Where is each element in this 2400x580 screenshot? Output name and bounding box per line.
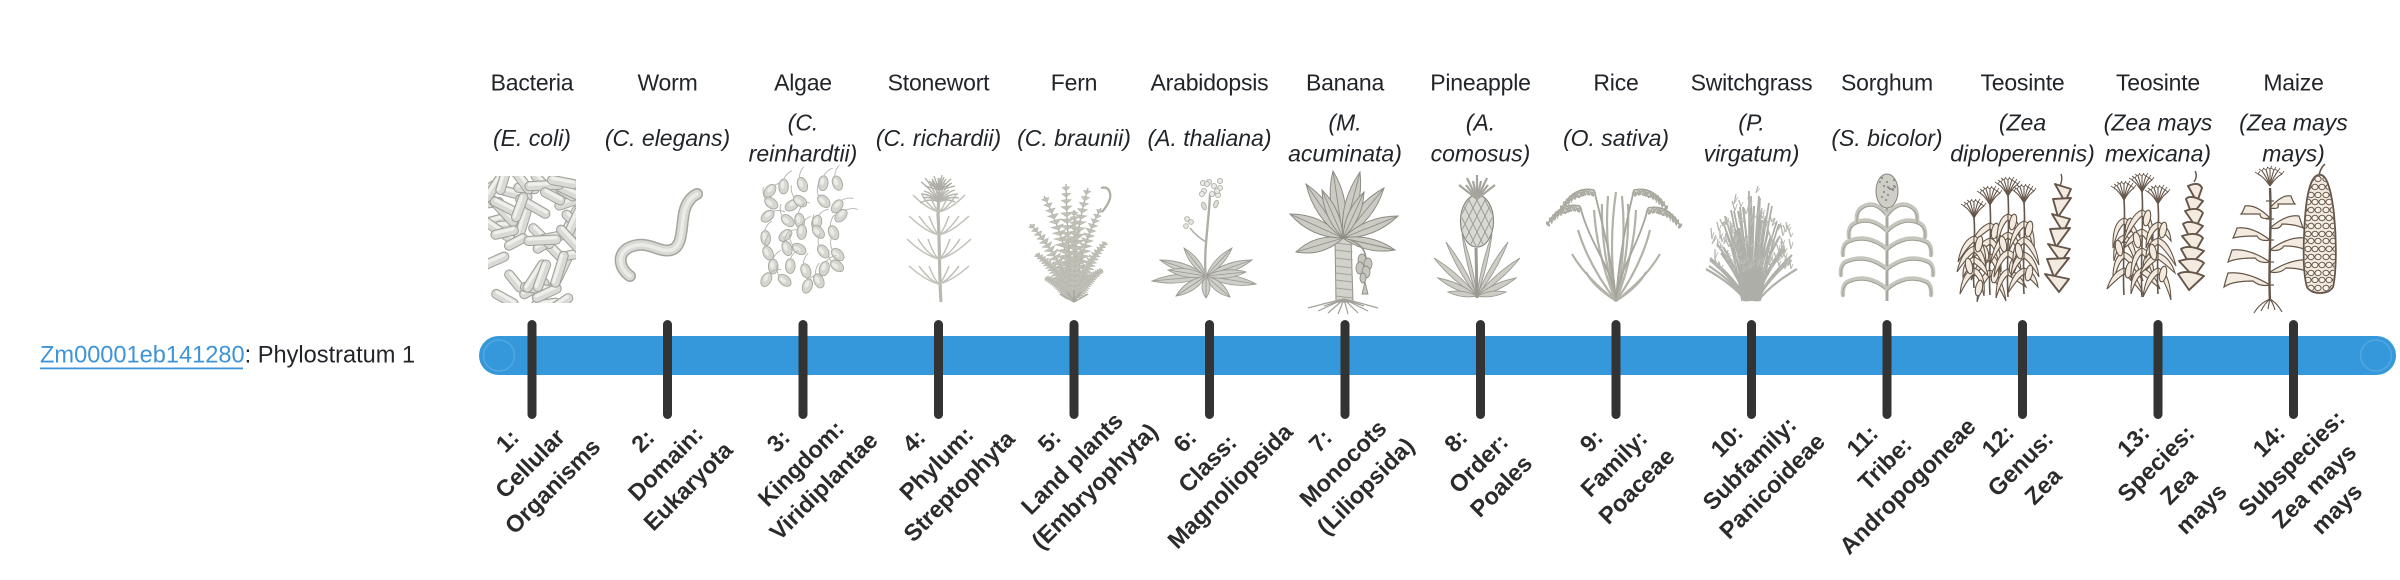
svg-text:Teosinte: Teosinte <box>1980 70 2064 96</box>
svg-text:(S. bicolor): (S. bicolor) <box>1831 125 1942 151</box>
svg-text:(C.: (C. <box>788 110 819 136</box>
svg-text:(C. elegans): (C. elegans) <box>605 125 730 151</box>
svg-text:Algae: Algae <box>774 70 832 96</box>
svg-text:Teosinte: Teosinte <box>2116 70 2200 96</box>
svg-text:8:Order:Poales: 8:Order:Poales <box>1420 405 1537 522</box>
svg-text:Switchgrass: Switchgrass <box>1691 70 1813 96</box>
svg-text:(C. braunii): (C. braunii) <box>1017 125 1131 151</box>
svg-text:reinhardtii): reinhardtii) <box>749 141 858 167</box>
svg-text:14:Subspecies:Zea maysmays: 14:Subspecies:Zea maysmays <box>2211 383 2396 568</box>
svg-text:Rice: Rice <box>1593 70 1638 96</box>
svg-text:Stonewort: Stonewort <box>888 70 991 96</box>
svg-text:diploperennis): diploperennis) <box>1950 141 2094 167</box>
svg-text:comosus): comosus) <box>1431 141 1531 167</box>
svg-text:mexicana): mexicana) <box>2105 141 2211 167</box>
svg-text:Worm: Worm <box>637 70 697 96</box>
svg-text:virgatum): virgatum) <box>1704 141 1800 167</box>
svg-text:Banana: Banana <box>1306 70 1385 96</box>
svg-text:(Zea: (Zea <box>1999 110 2046 136</box>
svg-text:Maize: Maize <box>2263 70 2323 96</box>
svg-text:(M.: (M. <box>1328 110 1361 136</box>
svg-text:acuminata): acuminata) <box>1288 141 1402 167</box>
svg-text:Arabidopsis: Arabidopsis <box>1151 70 1269 96</box>
svg-text:Pineapple: Pineapple <box>1430 70 1531 96</box>
svg-text:Bacteria: Bacteria <box>491 70 574 96</box>
svg-text:(E. coli): (E. coli) <box>493 125 571 151</box>
svg-text:Sorghum: Sorghum <box>1841 70 1933 96</box>
svg-text:(O. sativa): (O. sativa) <box>1563 125 1669 151</box>
svg-text:Fern: Fern <box>1051 70 1098 96</box>
svg-text:(Zea mays: (Zea mays <box>2239 110 2348 136</box>
svg-text:(P.: (P. <box>1738 110 1764 136</box>
svg-text:(A.: (A. <box>1466 110 1495 136</box>
svg-text:Zm00001eb141280: Phylostratum: Zm00001eb141280: Phylostratum 1 <box>40 343 415 369</box>
svg-text:(Zea mays: (Zea mays <box>2104 110 2213 136</box>
svg-text:13:Species:Zeamays: 13:Species:Zeamays <box>2091 398 2246 553</box>
svg-text:12:Genus:Zea: 12:Genus:Zea <box>1961 404 2082 525</box>
svg-text:(A. thaliana): (A. thaliana) <box>1147 125 1271 151</box>
svg-text:(C. richardii): (C. richardii) <box>876 125 1001 151</box>
svg-text:mays): mays) <box>2262 141 2325 167</box>
